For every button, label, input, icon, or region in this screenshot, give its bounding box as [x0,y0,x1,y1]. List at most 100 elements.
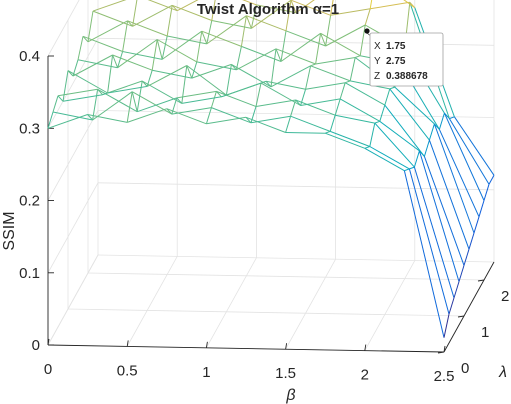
chart-title: Twist Algorithm α=1 [197,1,339,18]
mesh-edge [444,314,449,338]
mesh-edge [370,0,375,9]
mesh-edge [429,140,469,249]
mesh-edge [58,96,63,102]
floor-grid-line [68,309,464,316]
mesh-edge [326,15,331,46]
axes [48,56,494,353]
mesh-edge [464,249,469,265]
mesh-edge [123,21,128,52]
mesh-edge [78,36,83,60]
mesh-edge [316,33,321,64]
mesh-edge [424,140,429,156]
mesh-edge [350,58,355,81]
mesh-edge [211,108,251,123]
mesh-edge [385,89,390,105]
mesh-edge [439,113,444,129]
mesh-edge [474,217,479,233]
mesh-edge [429,124,434,140]
datatip[interactable]: X 1.75 Y 2.75 Z 0.388678 [364,28,443,86]
mesh-edge [157,40,162,60]
side-wall-grid-line [48,255,98,345]
y-tick-label: 0 [461,360,469,377]
mesh-edge [132,92,137,112]
mesh-edge [133,0,138,26]
mesh-edge [108,55,113,93]
x-tick-label: 1 [202,364,210,381]
mesh-edge [345,81,350,83]
mesh-edge [167,5,172,36]
mesh-edge [172,108,212,115]
z-tick-label: 0 [32,337,40,354]
mesh-edge [53,96,58,112]
mesh-edge [306,83,346,90]
mesh-edge [241,16,246,47]
floor-grid-line [88,273,484,280]
mesh-edge [454,117,494,176]
x-tick-label: 2 [361,367,369,384]
z-tick-label: 0.3 [19,120,40,137]
mesh-edge [449,298,454,314]
mesh-edge [370,123,375,146]
mesh-edge [221,95,226,97]
mesh-edge [365,147,370,149]
x-axis-line [48,345,444,352]
mesh-edge [311,64,316,66]
z-axis-label: SSIM [1,211,18,250]
mesh-edge [370,147,410,169]
mesh-edge [152,40,157,71]
mesh-edge [197,31,202,62]
mesh-edge [355,56,360,58]
mesh-edge [484,184,489,200]
datatip-y-value: 2.75 [386,56,406,67]
mesh-edge [419,151,459,282]
mesh-edge [301,99,341,106]
mesh-edge [286,116,291,132]
mesh-edge [409,167,414,169]
mesh-edge [325,131,330,133]
floor-grid-line [206,258,256,348]
z-tick-label: 0.1 [19,265,40,282]
mesh-edge [424,156,464,265]
mesh-edge [409,169,449,314]
mesh-edge [291,116,331,131]
floor-grid-line [127,256,177,346]
mesh-edge [370,2,410,9]
mesh-edge [88,11,93,42]
mesh-edge [469,233,474,249]
x-tick-label: 0 [44,361,52,378]
mesh-edge [479,201,484,217]
floor-grid-line [365,261,415,351]
mesh-edge [281,33,321,61]
mesh-edge [93,9,98,11]
mesh-edge [271,49,276,87]
mesh-edge [281,31,286,62]
floor-grid-line [286,259,336,349]
mesh-edge [311,66,351,81]
mesh-edge [182,97,222,104]
mesh-edge [256,100,296,107]
datatip-marker[interactable] [364,28,369,33]
mesh-edge [404,171,444,338]
mesh-edge [459,265,464,281]
mesh-edge [251,116,291,123]
z-tick-label: 0.4 [19,48,40,65]
mesh-edge [216,91,256,106]
mesh-edge [335,115,375,123]
mesh-edge [53,112,93,120]
x-tick-label: 2.5 [434,368,455,385]
mesh-edge [404,169,409,171]
x-axis-label: β [285,387,295,404]
y-axis-label: λ [498,364,507,381]
mesh-edge [375,121,380,123]
side-wall-grid-line [48,183,98,273]
mesh-edge [98,0,138,9]
mesh-edge [286,133,326,134]
mesh-edge [340,83,345,99]
mesh-edge [390,87,395,89]
mesh-edge [93,11,133,26]
side-wall-grid-line [48,111,98,201]
mesh-edge [380,121,420,151]
mesh-edge [206,108,211,124]
mesh-edge [449,119,489,185]
mesh-edge [211,91,216,107]
